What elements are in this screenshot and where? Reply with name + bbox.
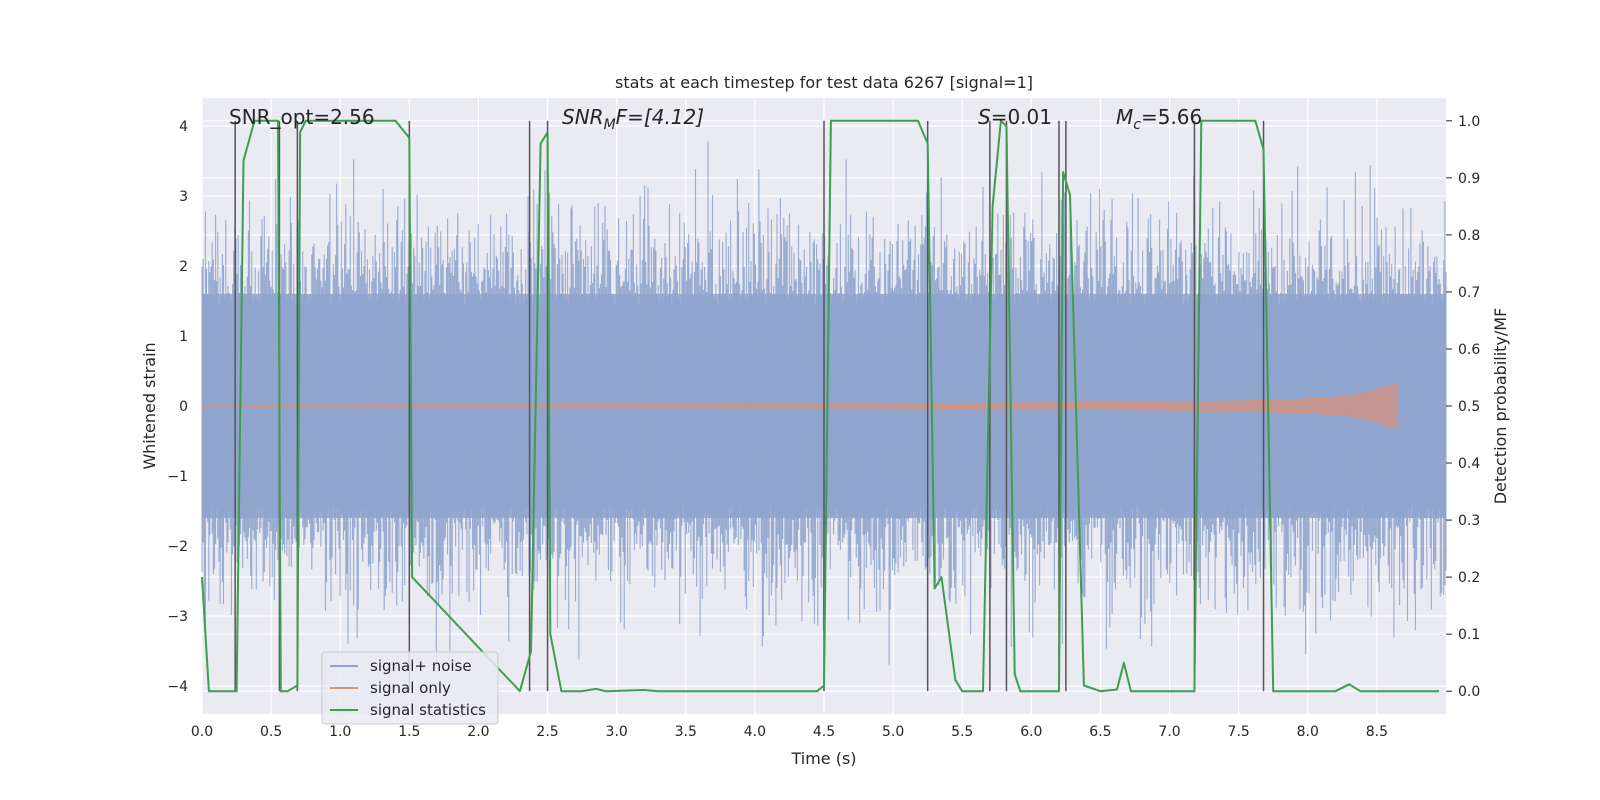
annotation-mc: Mc=5.66: [1116, 105, 1202, 133]
y-axis-right-label: Detection probability/MF: [1491, 308, 1510, 505]
x-tick-label: 5.5: [951, 724, 973, 740]
x-tick-label: 0.0: [191, 724, 213, 740]
mc-subscript: c: [1133, 117, 1141, 133]
annotation-s: S=0.01: [978, 105, 1052, 129]
y-right-tick-label: 0.6: [1458, 342, 1480, 358]
vertical-markers: [234, 120, 1265, 692]
snr-mf-symbol: SNR: [562, 105, 604, 129]
y-left-tick-label: 3: [179, 189, 188, 205]
x-tick-label: 6.0: [1020, 724, 1042, 740]
legend-label-stats: signal statistics: [370, 701, 486, 719]
y-left-tick-label: −1: [167, 469, 188, 485]
snr-mf-subscript: M: [604, 117, 616, 133]
y-right-tick-label: 0.7: [1458, 285, 1480, 301]
legend-box: [321, 651, 499, 725]
x-tick-label: 6.5: [1089, 724, 1111, 740]
x-tick-label: 0.5: [260, 724, 282, 740]
s-symbol: S: [978, 105, 991, 129]
x-tick-label: 8.0: [1297, 724, 1319, 740]
y-right-tick-label: 0.4: [1458, 456, 1480, 472]
x-tick-label: 1.5: [398, 724, 420, 740]
y-right-tick-label: 0.8: [1458, 228, 1480, 244]
y-right-tick-label: 0.2: [1458, 570, 1480, 586]
annotation-snr-mf: SNRMF=[4.12]: [562, 105, 704, 133]
y-left-tick-label: −4: [167, 679, 188, 695]
legend-label-noise: signal+ noise: [370, 657, 472, 675]
chart-title: stats at each timestep for test data 626…: [615, 73, 1033, 92]
x-axis-label: Time (s): [790, 749, 856, 768]
y-axis-left-label: Whitened strain: [140, 342, 159, 469]
mc-value: =5.66: [1141, 105, 1202, 129]
y-left-tick-label: −3: [167, 609, 188, 625]
x-tick-label: 1.0: [329, 724, 351, 740]
signal-statistics-series: [201, 119, 1440, 693]
y-right-tick-label: 0.3: [1458, 513, 1480, 529]
annotation-snr-opt: SNR_opt=2.56: [229, 105, 375, 129]
x-tick-labels: 0.0 0.5 1.0 1.5 2.0 2.5 3.0 3.5 4.0 4.5 5.0 5.5 6.0 6…: [191, 724, 1388, 740]
y-right-tick-label: 0.9: [1458, 171, 1480, 187]
s-value: =0.01: [991, 105, 1052, 129]
y-right-tick-label: 1.0: [1458, 114, 1480, 130]
y-left-tick-label: 2: [179, 259, 188, 275]
x-tick-label: 2.5: [536, 724, 558, 740]
legend-label-signal: signal only: [370, 679, 451, 697]
y-right-tick-label: 0.1: [1458, 627, 1480, 643]
x-tick-label: 2.0: [467, 724, 489, 740]
y-left-tick-labels: 4 3 2 1 0 −1 −2 −3 −4: [167, 119, 188, 695]
y-left-tick-label: 1: [179, 329, 188, 345]
mc-symbol: M: [1116, 105, 1133, 129]
y-right-tick-label: 0.0: [1458, 684, 1480, 700]
y-left-tick-label: −2: [167, 539, 188, 555]
x-tick-label: 4.5: [813, 724, 835, 740]
y-right-tick-labels: 1.0 0.9 0.8 0.7 0.6 0.5 0.4 0.3 0.2 0.1 0.0: [1446, 114, 1480, 700]
legend: signal+ noise signal only signal statist…: [321, 651, 499, 725]
y-right-tick-label: 0.5: [1458, 399, 1480, 415]
x-tick-label: 7.5: [1228, 724, 1250, 740]
x-tick-label: 5.0: [882, 724, 904, 740]
x-tick-label: 7.0: [1158, 724, 1180, 740]
x-tick-label: 8.5: [1366, 724, 1388, 740]
snr-mf-value: F=[4.12]: [616, 105, 704, 129]
signal-only-series: [201, 384, 1399, 428]
y-left-tick-label: 0: [179, 399, 188, 415]
x-tick-label: 3.5: [675, 724, 697, 740]
y-left-tick-label: 4: [179, 119, 188, 135]
x-tick-label: 4.0: [744, 724, 766, 740]
x-tick-label: 3.0: [606, 724, 628, 740]
